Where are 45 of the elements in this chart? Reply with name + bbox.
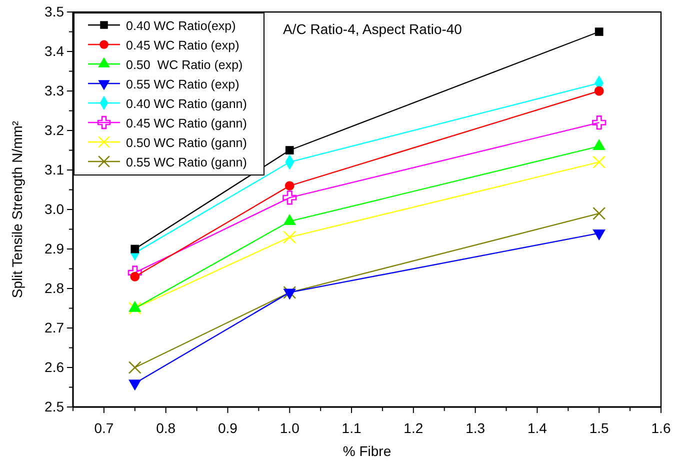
y-tick-label: 2.7	[44, 319, 64, 336]
x-tick-label: 1.6	[651, 420, 671, 436]
x-tick-label: 1.4	[527, 420, 548, 436]
y-tick-label: 3.5	[44, 3, 64, 20]
y-tick-label: 3.2	[44, 122, 64, 138]
legend-label: 0.55 WC Ratio (exp)	[126, 78, 240, 92]
y-tick-label: 2.5	[44, 398, 64, 414]
legend-label: 0.40 WC Ratio (gann)	[126, 97, 247, 111]
point	[128, 361, 142, 374]
annotation: A/C Ratio-4, Aspect Ratio-40	[283, 21, 462, 37]
point	[594, 86, 604, 96]
legend-label: 0.55 WC Ratio (gann)	[126, 156, 247, 170]
x-tick-label: 0.9	[218, 420, 238, 436]
legend-label: 0.45 WC Ratio (gann)	[126, 116, 247, 130]
y-tick-label: 2.6	[44, 358, 64, 375]
x-tick-label: 0.8	[156, 420, 176, 436]
point	[592, 116, 606, 130]
point	[284, 181, 294, 191]
point	[130, 244, 140, 254]
point	[592, 206, 606, 220]
y-axis-title: Split Tensile Strength N/mm²	[9, 120, 25, 298]
x-tick-label: 1.2	[404, 420, 424, 436]
y-tick-label: 3.4	[44, 42, 64, 59]
y-tick-label: 2.8	[44, 280, 64, 296]
y-tick-label: 3.1	[44, 161, 64, 178]
y-tick-label: 3.3	[44, 82, 64, 98]
point	[592, 156, 606, 169]
point	[130, 272, 140, 282]
x-axis-title: % Fibre	[342, 443, 392, 459]
point	[285, 146, 294, 154]
legend-label: 0.50 WC Ratio (exp)	[126, 58, 243, 72]
x-tick-label: 0.7	[94, 420, 114, 436]
x-tick-label: 1.3	[466, 420, 486, 436]
x-tick-label: 1.0	[280, 420, 300, 436]
point	[594, 28, 604, 36]
point	[282, 190, 297, 205]
x-tick-label: 1.5	[589, 420, 610, 436]
y-tick-label: 2.9	[44, 240, 64, 256]
x-tick-label: 1.1	[342, 420, 362, 436]
legend-label: 0.40 WC Ratio(exp)	[126, 19, 236, 33]
point	[283, 286, 296, 299]
y-tick-label: 3.0	[44, 200, 64, 217]
legend-label: 0.50 WC Ratio (gann)	[126, 136, 247, 150]
legend-label: 0.45 WC Ratio (exp)	[126, 38, 240, 52]
point	[283, 230, 296, 244]
